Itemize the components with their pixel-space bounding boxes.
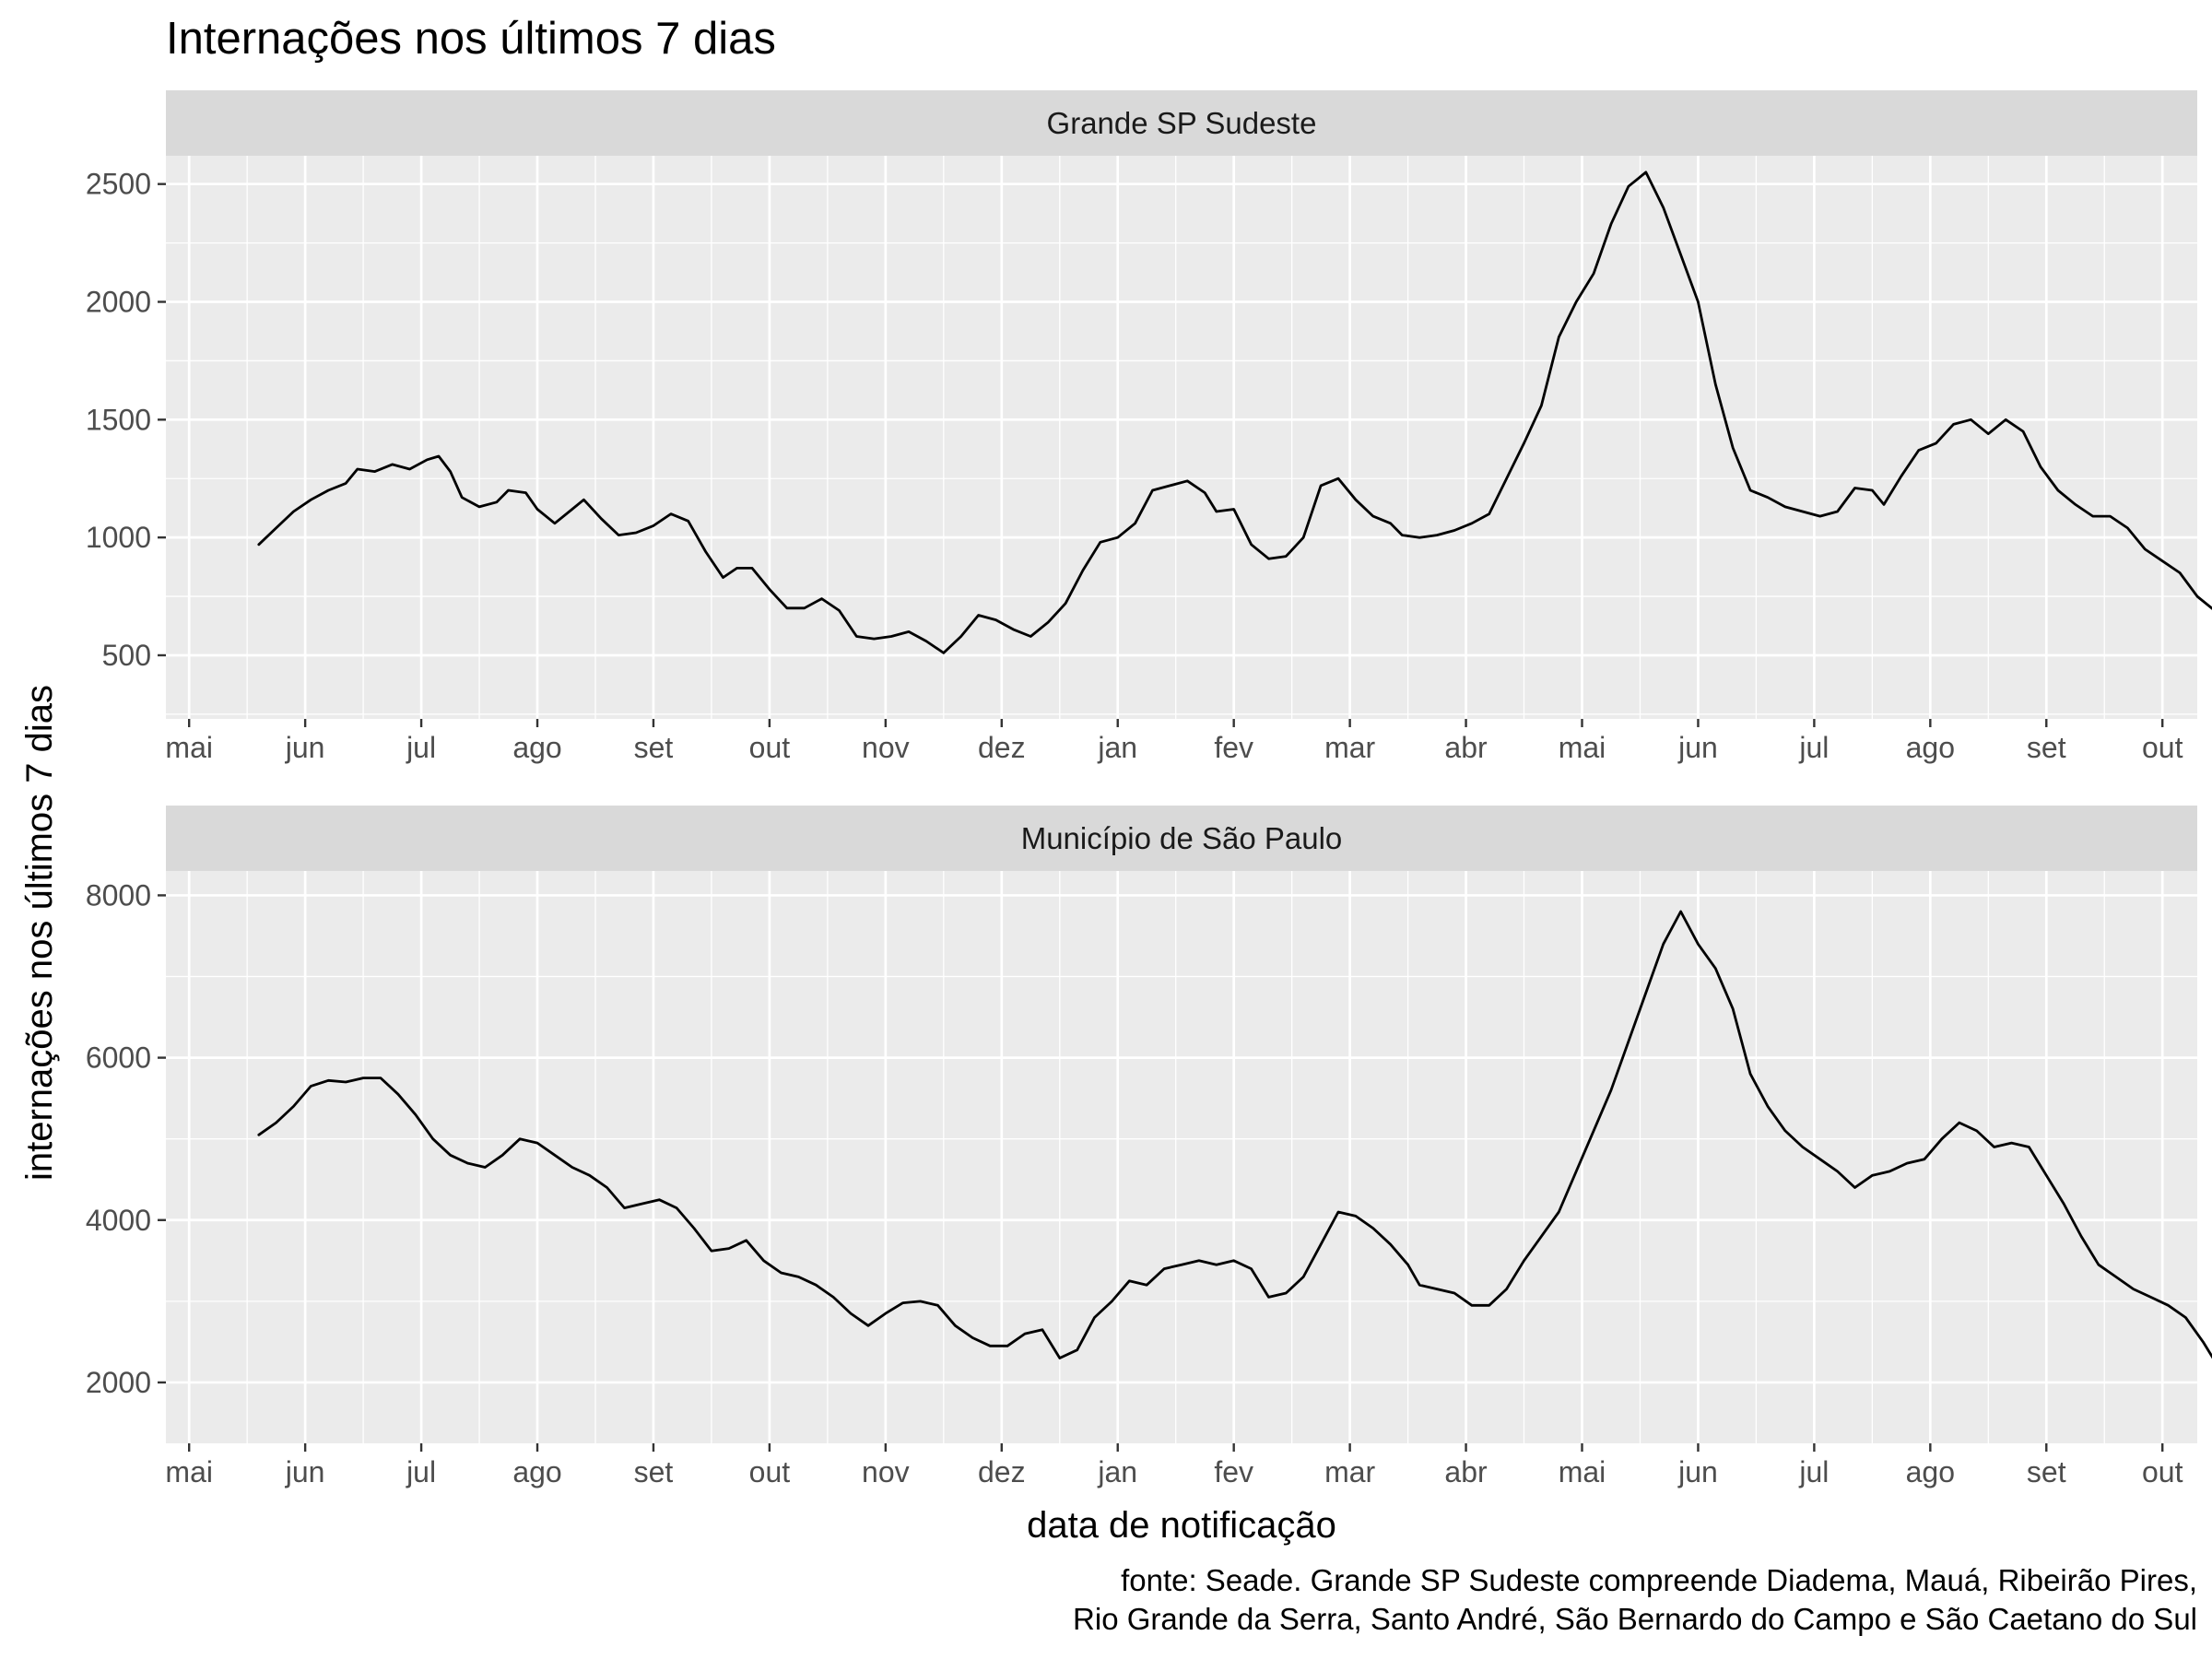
y-tick-label: 1000 (86, 521, 151, 554)
x-tick-label: jan (1097, 731, 1137, 764)
x-tick-label: out (749, 731, 791, 764)
series-layer (257, 171, 2212, 654)
caption-line-2: Rio Grande da Serra, Santo André, São Be… (1073, 1602, 2197, 1636)
y-tick-label: 2000 (86, 1366, 151, 1399)
x-tick-label: jun (1677, 1455, 1718, 1488)
panel-background (166, 156, 2197, 719)
x-tick-label: out (749, 1455, 791, 1488)
y-axis-title: internações nos últimos 7 dias (19, 685, 60, 1181)
x-tick-label: set (2027, 1455, 2066, 1488)
y-tick-label: 2000 (86, 286, 151, 319)
series-line (257, 910, 2212, 1359)
chart-title: Internações nos últimos 7 dias (166, 14, 776, 64)
x-tick-label: fev (1214, 731, 1253, 764)
x-tick-label: mai (165, 1455, 213, 1488)
y-axis: 2000 4000 6000 8000 (86, 878, 166, 1399)
y-tick-label: 6000 (86, 1041, 151, 1075)
caption-line-1: fonte: Seade. Grande SP Sudeste compreen… (1121, 1563, 2197, 1597)
x-tick-label: out (2142, 731, 2183, 764)
x-tick-label: out (2142, 1455, 2183, 1488)
strip-background (166, 90, 2197, 156)
x-tick-label: mai (1559, 1455, 1606, 1488)
x-tick-label: jun (285, 1455, 325, 1488)
x-tick-label: fev (1214, 1455, 1253, 1488)
x-tick-label: ago (1906, 1455, 1955, 1488)
x-tick-label: jul (1798, 731, 1829, 764)
gridlines (166, 156, 2197, 719)
x-tick-label: nov (862, 731, 910, 764)
x-tick-label: dez (978, 731, 1026, 764)
x-tick-label: ago (1906, 731, 1955, 764)
x-axis: mai jun jul ago set out nov dez jan fev mar abr mai j… (165, 1443, 2183, 1488)
series-line (257, 171, 2212, 654)
gridlines (166, 871, 2197, 1443)
x-tick-label: ago (512, 731, 561, 764)
strip-background (166, 806, 2197, 871)
x-tick-label: set (634, 731, 674, 764)
strip-label: Município de São Paulo (1021, 821, 1343, 855)
y-tick-label: 500 (102, 639, 151, 672)
x-axis: mai jun jul ago set out nov dez jan fev mar abr mai j… (165, 719, 2183, 764)
x-tick-label: jun (1677, 731, 1718, 764)
y-tick-label: 2500 (86, 168, 151, 201)
x-tick-label: jul (1798, 1455, 1829, 1488)
series-layer (257, 910, 2212, 1359)
x-tick-label: abr (1444, 731, 1488, 764)
strip-label: Grande SP Sudeste (1047, 106, 1317, 140)
x-tick-label: jul (406, 731, 436, 764)
x-tick-label: set (2027, 731, 2066, 764)
y-tick-label: 4000 (86, 1204, 151, 1237)
x-axis-title: data de notificação (1027, 1505, 1336, 1546)
x-tick-label: abr (1444, 1455, 1488, 1488)
y-axis: 500 1000 1500 2000 2500 (86, 168, 166, 672)
x-tick-label: nov (862, 1455, 910, 1488)
x-tick-label: jun (285, 731, 325, 764)
y-tick-label: 8000 (86, 878, 151, 912)
x-tick-label: ago (512, 1455, 561, 1488)
x-tick-label: mar (1324, 1455, 1375, 1488)
x-tick-label: mar (1324, 731, 1375, 764)
x-tick-label: mai (1559, 731, 1606, 764)
x-tick-label: jul (406, 1455, 436, 1488)
x-tick-label: jan (1097, 1455, 1137, 1488)
x-tick-label: dez (978, 1455, 1026, 1488)
panel-municipio-sao-paulo: Município de São Paulo 2000400060008000 … (86, 806, 2212, 1488)
panel-background (166, 871, 2197, 1443)
y-tick-label: 1500 (86, 403, 151, 436)
x-tick-label: set (634, 1455, 674, 1488)
x-tick-label: mai (165, 731, 213, 764)
panel-grande-sp-sudeste: Grande SP Sudeste 500 1000 1500 2000 2500 ma… (86, 90, 2212, 764)
